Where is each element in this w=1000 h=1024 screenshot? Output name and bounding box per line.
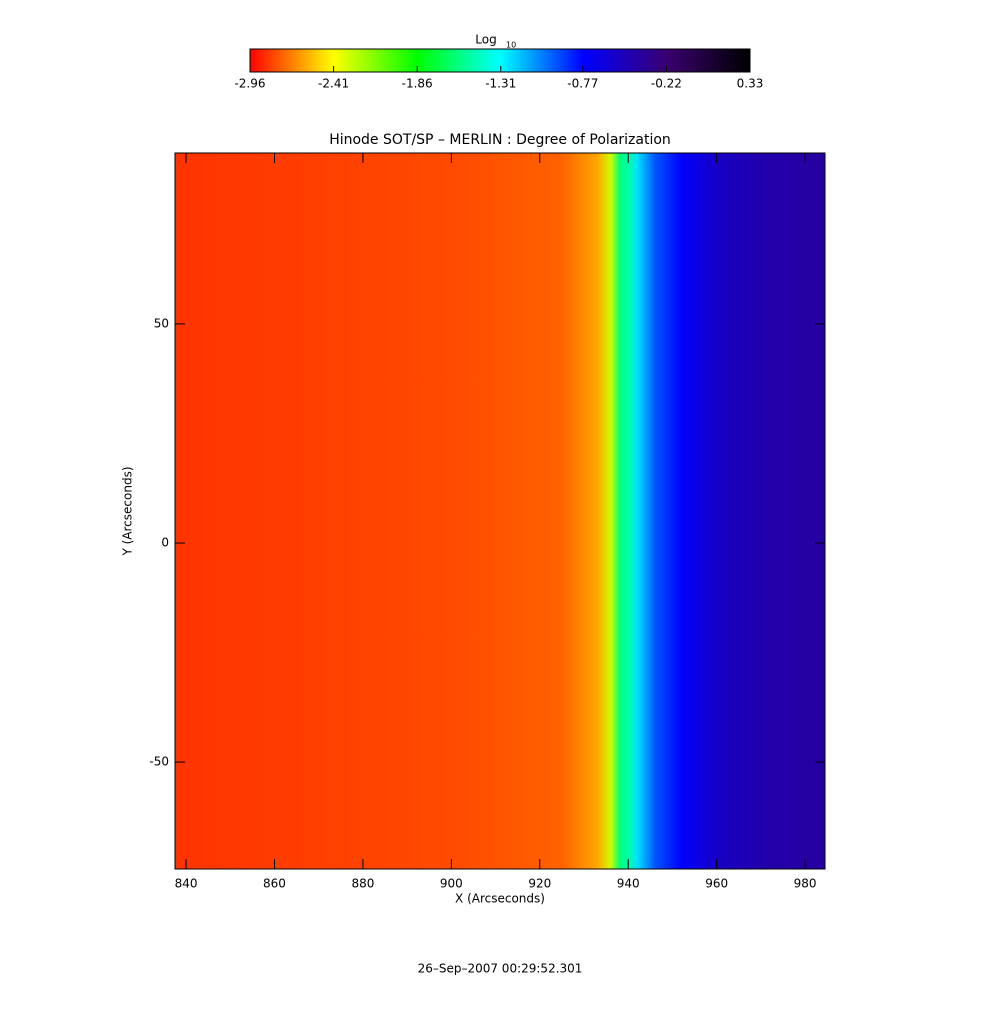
heatmap-band (610, 153, 620, 869)
x-tick-label: 940 (617, 877, 640, 891)
colorbar-tick-label: -0.77 (567, 77, 598, 91)
y-axis-label: Y (Arcseconds) (121, 466, 135, 556)
heatmap-band (681, 153, 718, 869)
colorbar-tick-label: 0.33 (737, 77, 764, 91)
x-tick-label: 880 (351, 877, 374, 891)
x-tick-label: 920 (528, 877, 551, 891)
y-tick-label: -50 (149, 755, 169, 769)
colorbar-label: Log (475, 33, 496, 47)
x-tick-label: 960 (705, 877, 728, 891)
colorbar-tick-label: -2.41 (318, 77, 349, 91)
y-tick-label: 50 (154, 316, 169, 330)
x-tick-label: 860 (263, 877, 286, 891)
plot-area (175, 153, 826, 869)
colorbar-tick-label: -1.86 (402, 77, 433, 91)
colorbar-label-subscript: 10 (506, 41, 516, 50)
heatmap-band (654, 153, 682, 869)
x-axis-label: X (Arcseconds) (455, 892, 545, 906)
footer-date: 26–Sep–2007 00:29:52.301 (418, 962, 583, 976)
x-tick-label: 980 (794, 877, 817, 891)
heatmap-band (760, 153, 826, 869)
heatmap-band (716, 153, 762, 869)
x-tick-label: 900 (440, 877, 463, 891)
chart-title: Hinode SOT/SP – MERLIN : Degree of Polar… (329, 132, 671, 148)
heatmap-band (637, 153, 656, 869)
heatmap-band (619, 153, 629, 869)
colorbar-tick-label: -2.96 (234, 77, 265, 91)
heatmap-band (561, 153, 598, 869)
heatmap-band (175, 153, 452, 869)
x-tick-label: 840 (175, 877, 198, 891)
heatmap-band (597, 153, 612, 869)
colorbar (249, 48, 751, 73)
colorbar-tick-label: -0.22 (651, 77, 682, 91)
heatmap-band (628, 153, 638, 869)
y-tick-label: 0 (161, 535, 169, 549)
plot-frame (174, 152, 826, 870)
heatmap-band (451, 153, 563, 869)
colorbar-tick-label: -1.31 (485, 77, 516, 91)
